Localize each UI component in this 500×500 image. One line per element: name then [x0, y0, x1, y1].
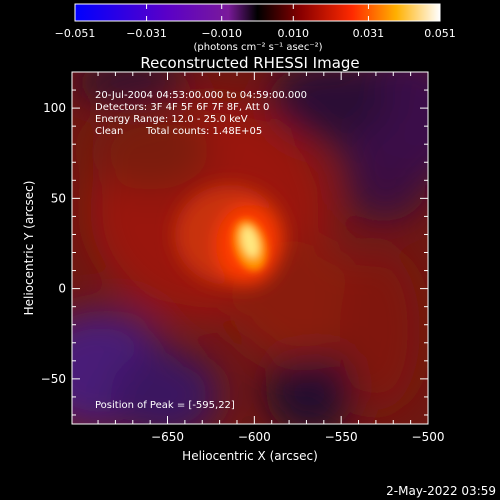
- colorbar-tick-label: 0.031: [353, 27, 385, 40]
- y-tick-label: 100: [43, 101, 66, 115]
- colorbar-tick-label: 0.051: [424, 27, 456, 40]
- x-tick-label: −650: [151, 430, 184, 444]
- y-axis-label: Heliocentric Y (arcsec): [22, 181, 36, 316]
- y-tick-label: −50: [41, 372, 66, 386]
- time-range-annotation: 20-Jul-2004 04:53:00.000 to 04:59:00.000: [95, 90, 307, 101]
- x-tick-label: −600: [238, 430, 271, 444]
- colorbar-unit-label: (photons cm⁻² s⁻¹ asec⁻²): [193, 42, 322, 53]
- y-tick-label: 0: [58, 282, 66, 296]
- colorbar-ticks: −0.051 −0.031 −0.010 0.010 0.031 0.051: [55, 4, 456, 40]
- y-tick-label: 50: [51, 191, 66, 205]
- colorbar-tick-label: −0.051: [55, 27, 96, 40]
- x-tick-label: −550: [325, 430, 358, 444]
- plot-frame: [71, 71, 429, 425]
- chart-title: Reconstructed RHESSI Image: [140, 54, 359, 72]
- peak-position-annotation: Position of Peak = [-595,22]: [95, 400, 235, 411]
- energy-range-annotation: Energy Range: 12.0 - 25.0 keV: [95, 114, 248, 125]
- footer-date: 2-May-2022 03:59: [386, 484, 496, 498]
- detectors-annotation: Detectors: 3F 4F 5F 6F 7F 8F, Att 0: [95, 102, 269, 113]
- clean-annotation: Clean: [95, 126, 123, 137]
- colorbar-tick-label: −0.031: [126, 27, 167, 40]
- x-axis-label: Heliocentric X (arcsec): [182, 449, 318, 463]
- heatmap-image: [72, 72, 428, 424]
- total-counts-annotation: Total counts: 1.48E+05: [145, 126, 262, 137]
- colorbar: [74, 3, 441, 22]
- x-tick-label: −500: [412, 430, 445, 444]
- colorbar-tick-label: −0.010: [201, 27, 242, 40]
- colorbar-tick-label: 0.010: [278, 27, 310, 40]
